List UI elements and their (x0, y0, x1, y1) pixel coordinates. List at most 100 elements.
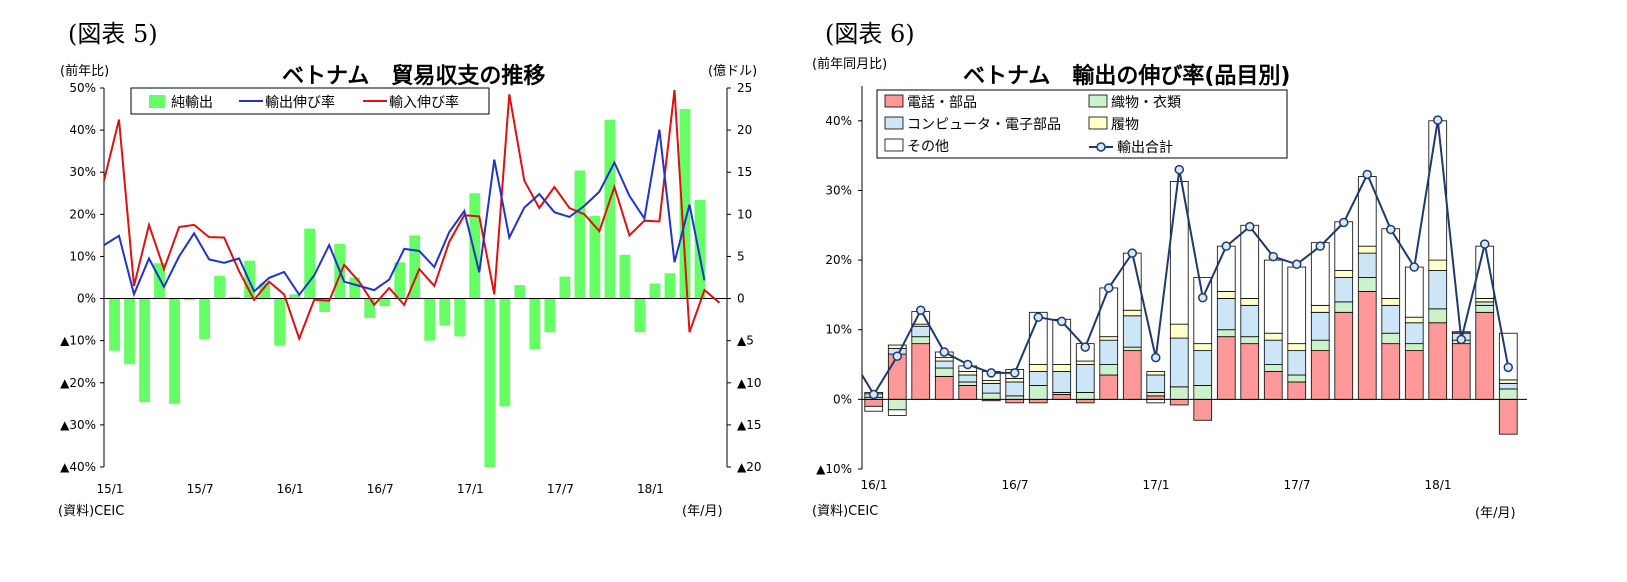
x-tick-label: 15/1 (97, 482, 124, 496)
legend-swatch-net-exports (149, 95, 165, 108)
total-export-marker (1409, 262, 1419, 272)
bar-segment-textiles (1240, 336, 1260, 345)
bar-segment-others (1498, 332, 1518, 381)
source-note: (資料)CEIC (812, 504, 879, 519)
bar-segment-computers (958, 374, 978, 383)
bar-segment-phones (1381, 343, 1401, 400)
bar-segment-phones (1334, 311, 1354, 400)
left-tick-label: ▲30% (60, 418, 96, 432)
net-exports-bar (589, 216, 601, 299)
legend-box (876, 89, 1288, 159)
total-export-marker (1386, 224, 1396, 235)
x-tick-label: 16/1 (861, 478, 888, 492)
total-export-marker (916, 305, 926, 315)
bar-segment-others (864, 405, 884, 412)
total-export-marker (1362, 169, 1372, 180)
total-export-marker (1057, 316, 1067, 327)
bar-segment-phones (1475, 311, 1495, 400)
y-axis-unit: (前年同月比) (812, 57, 888, 72)
bar-segment-computers (1287, 350, 1307, 376)
y-tick-label: 40% (825, 114, 852, 128)
bar-segment-footwear (934, 357, 954, 362)
bar-segment-computers (1005, 381, 1025, 397)
bar-segment-computers (1334, 277, 1354, 303)
total-export-marker (1080, 342, 1090, 352)
left-tick-label: ▲20% (60, 376, 96, 390)
bar-segment-phones (1357, 291, 1377, 400)
bar-segment-textiles (1193, 385, 1213, 400)
y-tick-label: 20% (825, 253, 852, 267)
bar-segment-phones (958, 385, 978, 400)
total-export-marker (1104, 283, 1114, 293)
net-exports-bar (199, 298, 210, 339)
net-exports-bar (364, 298, 376, 318)
net-exports-bar (544, 298, 556, 333)
bar-segment-textiles (1028, 385, 1048, 400)
legend-swatch-computers (884, 116, 904, 130)
bar-segment-computers (1099, 339, 1119, 365)
bar-segment-phones (1005, 398, 1025, 404)
net-exports-bar (154, 263, 165, 299)
bar-segment-phones (911, 343, 931, 400)
bar-segment-others (1146, 398, 1166, 404)
right-tick-label: ▲15 (737, 418, 762, 432)
bar-segment-footwear (1404, 316, 1424, 324)
bar-segment-others (1263, 259, 1283, 334)
right-tick-label: 10 (737, 207, 752, 221)
right-tick-label: 25 (737, 81, 752, 95)
bar-segment-textiles (1381, 332, 1401, 345)
net-exports-bar (439, 298, 451, 326)
figure-label: (図表 5) (68, 20, 158, 48)
y-tick-label: 30% (825, 183, 852, 197)
total-export-marker (1503, 362, 1513, 373)
net-exports-bar (139, 298, 150, 403)
net-exports-bar (259, 283, 271, 299)
bar-segment-footwear (1122, 309, 1142, 317)
total-export-marker (1315, 241, 1325, 251)
bar-segment-footwear (1240, 297, 1260, 306)
bar-segment-textiles (1075, 391, 1095, 400)
x-tick-label: 17/1 (457, 482, 484, 496)
bar-segment-others (887, 409, 907, 416)
total-export-marker (1198, 292, 1208, 303)
total-export-marker (1221, 241, 1231, 251)
bar-segment-computers (911, 325, 931, 338)
figure-5-panel: (図表 5) ベトナム 貿易収支の推移 (前年比) (億ドル) (資料)CEIC… (0, 0, 800, 582)
bar-segment-textiles (1498, 388, 1518, 400)
legend-box (130, 87, 490, 115)
total-export-marker (1339, 217, 1349, 228)
bar-segment-phones (1075, 398, 1095, 404)
legend-label: 織物・衣類 (1111, 95, 1181, 111)
net-exports-bar (184, 298, 195, 301)
bar-segment-footwear (1146, 371, 1166, 376)
export-growth-chart: 40% 30% 20% 10% 0% ▲10% 16/1 16/7 17/1 17/7 18/1 電話… (816, 86, 1527, 492)
total-export-marker (1174, 164, 1184, 175)
net-exports-bar (694, 200, 706, 299)
net-exports-bar (409, 235, 421, 299)
bar-segment-footwear (1005, 378, 1025, 383)
bar-segment-textiles (1216, 329, 1236, 338)
net-exports-bar (619, 254, 631, 299)
right-tick-label: ▲5 (737, 334, 754, 348)
legend-label: コンピュータ・電子部品 (907, 117, 1061, 133)
net-exports-bar (274, 298, 286, 346)
bar-segment-textiles (1287, 374, 1307, 383)
bar-segment-phones (1287, 381, 1307, 400)
net-exports-bar (604, 120, 616, 299)
bar-segment-phones (1099, 374, 1119, 400)
bar-segment-footwear (887, 344, 907, 349)
bar-segment-computers (1263, 339, 1283, 365)
total-export-marker (1127, 248, 1137, 258)
bar-segment-computers (1404, 322, 1424, 345)
bar-segment-computers (1381, 304, 1401, 334)
net-exports-bar (469, 193, 481, 299)
left-tick-label: 20% (69, 207, 96, 221)
x-tick-label: 15/7 (187, 482, 214, 496)
net-exports-bar (634, 298, 646, 333)
net-exports-bar (214, 275, 225, 299)
left-tick-label: 50% (69, 81, 96, 95)
bar-segment-phones (1310, 350, 1330, 400)
x-tick-label: 16/1 (277, 482, 304, 496)
net-exports-bar (574, 170, 586, 299)
bar-segment-footwear (1052, 364, 1072, 372)
